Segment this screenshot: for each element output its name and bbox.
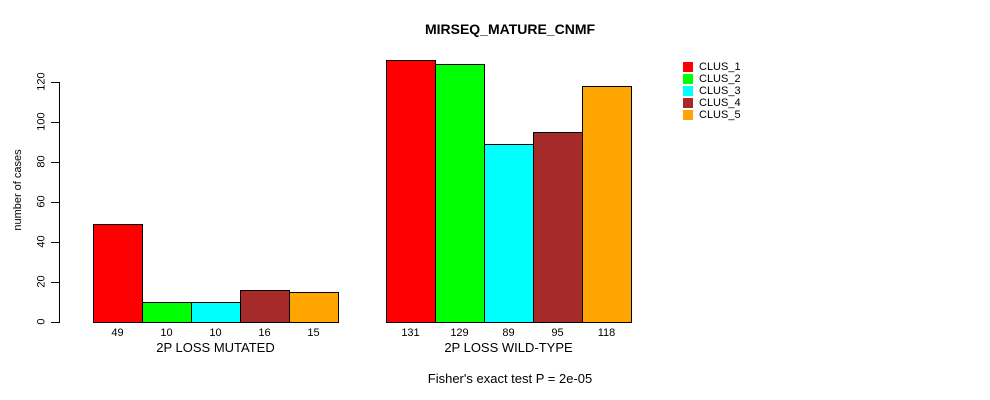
y-tick-label: 0 [35,318,48,325]
legend-item-clus_5: CLUS_5 [683,109,741,121]
legend-item-clus_4: CLUS_4 [683,97,741,109]
bar-clus_2-group1 [142,302,192,323]
bar-clus_3-group2 [484,144,534,323]
y-tick-label: 40 [35,235,48,248]
bar-clus_2-group2 [435,64,485,323]
legend-swatch-clus_3 [683,86,693,96]
y-tick-label: 100 [35,112,48,131]
bar-value-label: 129 [450,327,469,339]
bar-value-label: 15 [307,327,320,339]
y-tick-mark [51,242,59,243]
legend-label: CLUS_4 [699,97,741,109]
bar-clus_4-group2 [533,132,583,323]
legend-label: CLUS_5 [699,109,741,121]
legend-swatch-clus_2 [683,74,693,84]
legend-label: CLUS_3 [699,85,741,97]
y-tick-mark [51,202,59,203]
bar-clus_1-group2 [386,60,436,323]
y-tick-mark [51,122,59,123]
bar-clus_5-group2 [582,86,632,323]
y-tick-label: 20 [35,275,48,288]
legend-item-clus_2: CLUS_2 [683,73,741,85]
bar-clus_3-group1 [191,302,241,323]
legend: CLUS_1 CLUS_2 CLUS_3 CLUS_4 CLUS_5 [683,61,741,121]
legend-label: CLUS_2 [699,73,741,85]
group-label: 2P LOSS MUTATED [156,340,275,355]
bar-value-label: 118 [597,327,616,339]
footnote: Fisher's exact test P = 2e-05 [427,371,593,386]
legend-item-clus_3: CLUS_3 [683,85,741,97]
group-label: 2P LOSS WILD-TYPE [444,340,573,355]
y-axis-label: number of cases [12,149,24,231]
y-axis-line [59,82,60,323]
bar-value-label: 10 [209,327,222,339]
y-tick-mark [51,82,59,83]
y-tick-label: 80 [35,155,48,168]
legend-label: CLUS_1 [699,61,741,73]
legend-swatch-clus_4 [683,98,693,108]
chart-title: MIRSEQ_MATURE_CNMF [424,21,596,37]
bar-value-label: 95 [551,327,564,339]
bar-value-label: 89 [502,327,515,339]
y-tick-mark [51,322,59,323]
legend-swatch-clus_5 [683,110,693,120]
bar-clus_1-group1 [93,224,143,323]
bar-value-label: 131 [401,327,420,339]
bar-value-label: 49 [111,327,124,339]
bar-value-label: 10 [160,327,173,339]
y-tick-mark [51,162,59,163]
y-tick-label: 120 [35,72,48,91]
legend-item-clus_1: CLUS_1 [683,61,741,73]
y-tick-label: 60 [35,195,48,208]
bar-clus_5-group1 [289,292,339,323]
y-tick-mark [51,282,59,283]
legend-swatch-clus_1 [683,62,693,72]
bar-value-label: 16 [258,327,271,339]
bar-clus_4-group1 [240,290,290,323]
